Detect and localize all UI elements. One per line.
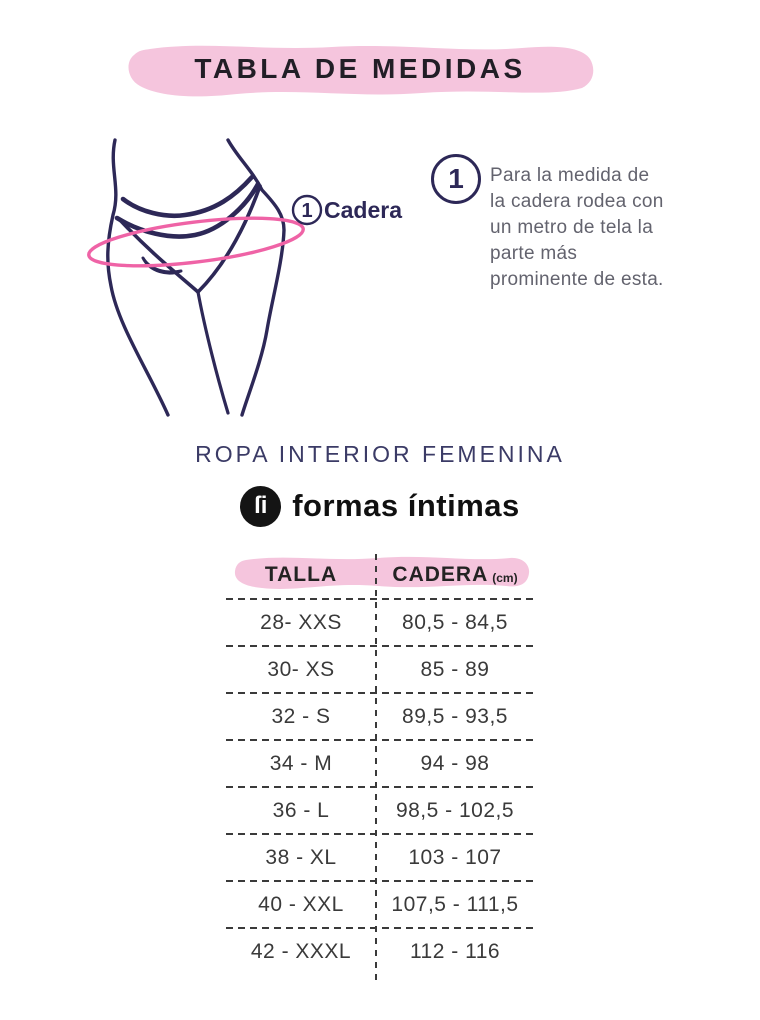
row-divider [226,739,534,741]
table-row: 28- XXS 80,5 - 84,5 [226,600,534,645]
hip-callout-circle [291,194,323,226]
row-divider [226,645,534,647]
instruction-text: Para la medida de la cadera rodea con un… [490,165,664,290]
title-blob-background [128,45,594,97]
hip-callout-label: Cadera [324,197,402,223]
waistband-top-line [120,174,255,218]
table-header-blob-background [234,556,530,589]
cell-talla: 34 - M [269,751,333,775]
table-row: 38 - XL 103 - 107 [226,835,534,880]
row-divider [226,880,534,882]
column-header-cadera-unit: (cm) [492,570,518,585]
cell-talla: 30- XS [267,657,335,681]
hip-callout-number: 1 [301,200,312,222]
category-title: ROPA INTERIOR FEMENINA [195,441,565,467]
table-row: 36 - L 98,5 - 102,5 [226,788,534,833]
column-header-talla: TALLA [264,563,338,586]
cell-cadera: 85 - 89 [420,657,490,681]
waistband-bottom-line [114,181,261,239]
row-divider [226,833,534,835]
bikini-left-edge [118,218,200,294]
cell-talla: 36 - L [272,798,330,822]
table-row: 42 - XXXL 112 - 116 [226,929,534,974]
cell-talla: 32 - S [271,704,331,728]
table-row: 30- XS 85 - 89 [226,647,534,692]
column-header-cadera: CADERA (cm) [376,552,534,598]
page-title: TABLA DE MEDIDAS [194,53,526,84]
cell-talla: 42 - XXXL [250,939,352,963]
body-outline-right [226,138,286,417]
cell-cadera: 89,5 - 93,5 [402,704,508,728]
cell-cadera: 98,5 - 102,5 [395,798,515,822]
table-row: 40 - XXL 107,5 - 111,5 [226,882,534,927]
table-body: 28- XXS 80,5 - 84,5 30- XS 85 - 89 32 - … [226,598,534,974]
table-column-divider [375,554,377,985]
table-header-row: TALLA CADERA (cm) [226,552,534,598]
hip-measurement-illustration: 1 Cadera [87,138,402,417]
body-outline-left [106,138,170,417]
cell-talla: 40 - XXL [258,892,344,916]
cell-cadera: 112 - 116 [409,939,501,963]
cell-talla: 38 - XL [265,845,337,869]
cell-cadera: 107,5 - 111,5 [391,892,519,916]
table-row: 32 - S 89,5 - 93,5 [226,694,534,739]
instruction-number: 1 [448,163,464,194]
row-divider [226,598,534,600]
row-divider [226,786,534,788]
brand-logo-name: formas íntimas [292,488,520,523]
table-row: 34 - M 94 - 98 [226,741,534,786]
cell-talla: 28- XXS [260,610,342,634]
brand-logo-glyph: ſi [254,492,268,519]
hip-measure-ellipse [87,216,305,268]
brand-logo-icon: ſi [240,485,282,527]
size-table: TALLA CADERA (cm) 28- XXS 80,5 - 84,5 30… [226,552,534,986]
row-divider [226,927,534,929]
instruction-number-badge: 1 [431,154,481,204]
brand-logo: ſi formas íntimas [0,483,760,529]
column-header-cadera-label: CADERA [392,563,489,586]
cell-cadera: 80,5 - 84,5 [402,610,508,634]
inner-leg-line [196,290,230,415]
cell-cadera: 103 - 107 [408,845,502,869]
bikini-right-edge [196,184,262,294]
cell-cadera: 94 - 98 [420,751,490,775]
row-divider [226,692,534,694]
